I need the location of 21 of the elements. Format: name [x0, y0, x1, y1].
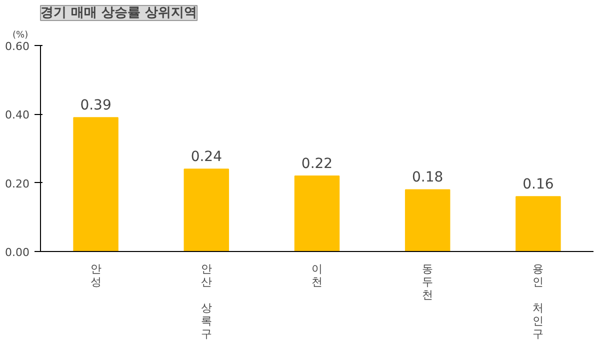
bar [73, 117, 118, 252]
x-tick-label: 안성 [90, 262, 102, 288]
y-tick-label: 0.00 [5, 246, 30, 259]
y-axis-title: (%) [12, 30, 28, 40]
bar [184, 168, 230, 252]
data-label: 0.24 [190, 149, 222, 166]
y-tick-label: 0.40 [5, 108, 30, 122]
bar [294, 175, 340, 252]
x-tick-label: 안산 상록구 [200, 262, 212, 340]
data-label: 0.22 [301, 156, 333, 172]
bar [516, 196, 561, 252]
bar [404, 189, 450, 252]
y-tick-label: 0.20 [5, 177, 30, 190]
y-tick-label: 0.60 [5, 40, 30, 53]
x-tick-label: 용인 처인구 [532, 262, 544, 340]
chart-title: 경기 매매 상승률 상위지역 [40, 6, 198, 20]
data-label: 0.18 [412, 170, 444, 186]
data-label: 0.39 [80, 98, 112, 114]
data-label: 0.16 [522, 176, 554, 193]
x-tick-label: 이천 [312, 262, 322, 288]
x-tick-label: 동두천 [422, 262, 434, 302]
